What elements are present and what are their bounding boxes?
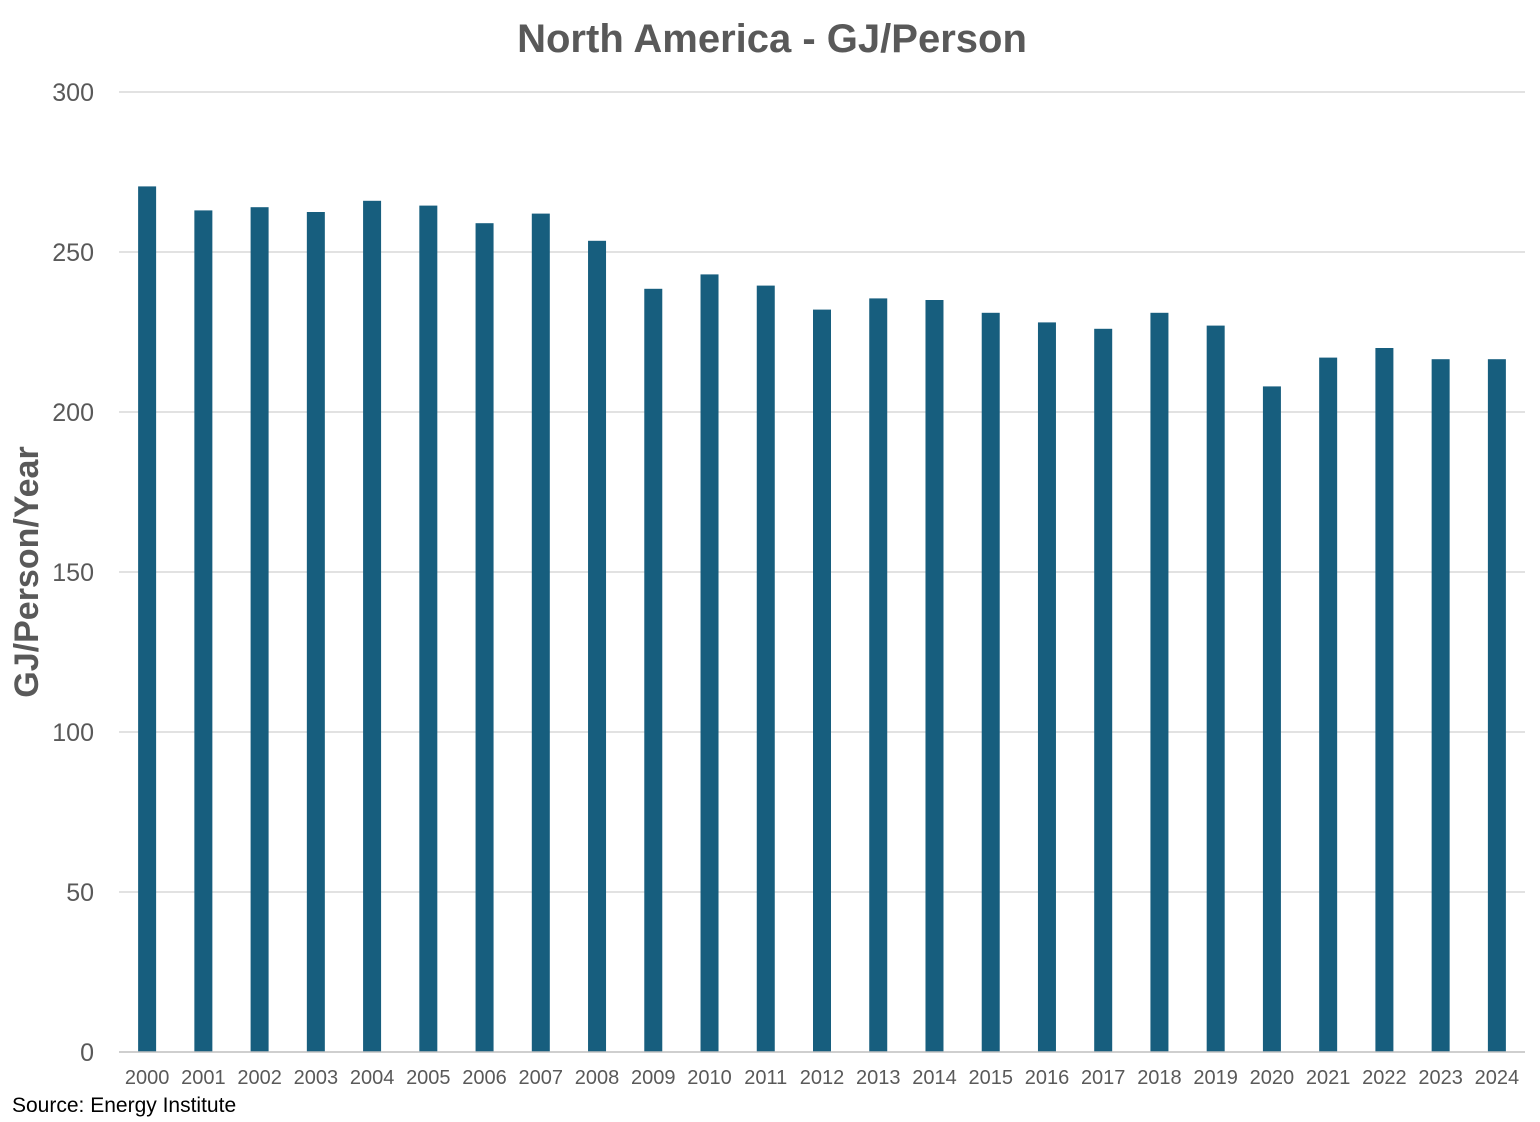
x-tick-label: 2007 [519, 1067, 564, 1089]
x-tick-label: 2005 [406, 1067, 451, 1089]
y-tick-label: 0 [80, 1039, 94, 1067]
bar-2024 [1487, 359, 1506, 1052]
chart-title: North America - GJ/Person [517, 17, 1027, 61]
x-tick-label: 2021 [1306, 1067, 1351, 1089]
bar-2014 [925, 300, 944, 1052]
y-tick-label: 150 [52, 559, 94, 587]
x-tick-label: 2023 [1418, 1067, 1463, 1089]
bar-2004 [363, 200, 382, 1053]
x-tick-label: 2002 [237, 1067, 282, 1089]
bar-2017 [1094, 328, 1113, 1052]
bar-2008 [588, 240, 607, 1053]
bar-2019 [1206, 325, 1225, 1053]
bar-2016 [1037, 322, 1056, 1052]
x-tick-label: 2003 [294, 1067, 339, 1089]
x-tick-label: 2011 [744, 1067, 787, 1089]
x-tick-label: 2022 [1362, 1067, 1407, 1089]
x-tick-label: 2008 [575, 1067, 620, 1089]
y-tick-label: 250 [52, 239, 94, 267]
bar-2001 [194, 210, 213, 1052]
bar-2005 [419, 205, 438, 1053]
bar-2023 [1431, 359, 1450, 1052]
bar-2006 [475, 223, 494, 1052]
bar-2020 [1262, 386, 1281, 1052]
bar-2015 [981, 312, 1000, 1052]
y-tick-label: 50 [66, 879, 94, 907]
bar-2022 [1375, 348, 1394, 1052]
x-tick-label: 2001 [181, 1067, 226, 1089]
bar-2012 [813, 309, 831, 1053]
x-axis-ticks: 2000 2001 2002 2003 2004 2005 2006 2007 2008 2009… [125, 1067, 1519, 1089]
bar-2013 [869, 298, 888, 1052]
bar-2011 [756, 285, 775, 1053]
bars [138, 186, 1506, 1053]
bar-2003 [306, 212, 325, 1052]
y-axis-label: GJ/Person/Year [8, 446, 46, 697]
x-tick-label: 2017 [1081, 1067, 1126, 1089]
y-tick-label: 300 [52, 79, 94, 107]
y-tick-label: 200 [52, 399, 94, 427]
bar-2018 [1150, 312, 1169, 1052]
source-note: Source: Energy Institute [12, 1094, 237, 1117]
x-tick-label: 2019 [1193, 1067, 1238, 1089]
x-tick-label: 2009 [631, 1067, 676, 1089]
x-tick-label: 2014 [912, 1067, 957, 1089]
x-tick-label: 2020 [1250, 1067, 1295, 1089]
bar-2007 [531, 213, 550, 1053]
bar-2000 [138, 186, 157, 1052]
bar-2021 [1319, 357, 1338, 1053]
x-tick-label: 2015 [968, 1067, 1013, 1089]
bar-2002 [250, 207, 269, 1052]
x-tick-label: 2004 [350, 1067, 395, 1089]
x-tick-label: 2010 [687, 1067, 732, 1089]
bar-2010 [700, 274, 719, 1052]
x-tick-label: 2016 [1025, 1067, 1070, 1089]
x-tick-label: 2000 [125, 1067, 170, 1089]
x-tick-label: 2013 [856, 1067, 901, 1089]
x-tick-label: 2018 [1137, 1067, 1182, 1089]
bar-2009 [644, 288, 663, 1052]
x-tick-label: 2006 [462, 1067, 507, 1089]
x-tick-label: 2024 [1475, 1067, 1520, 1089]
y-tick-label: 100 [52, 719, 94, 747]
x-tick-label: 2012 [800, 1067, 845, 1089]
y-axis-ticks: 0 50 100 150 200 250 300 [52, 79, 94, 1067]
